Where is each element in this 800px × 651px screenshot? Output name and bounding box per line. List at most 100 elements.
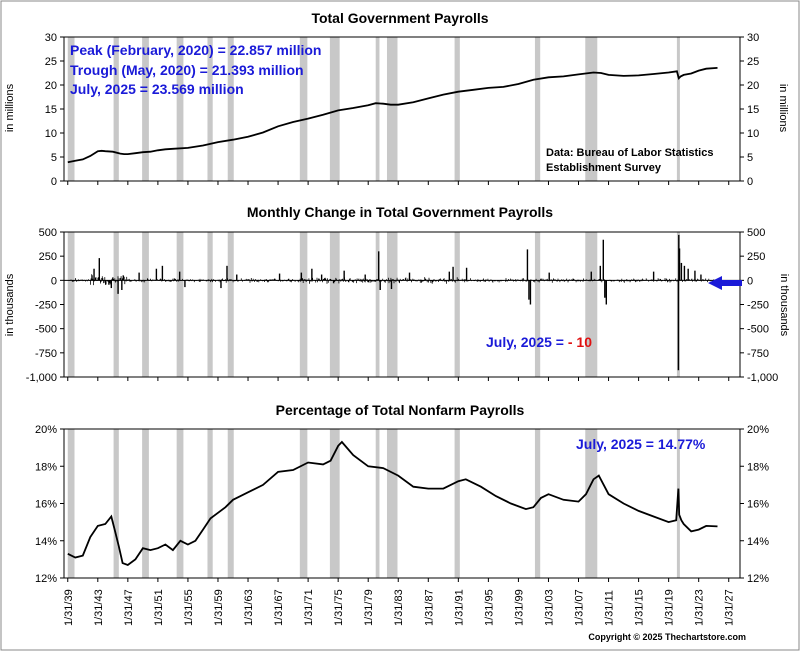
panel3-axis-ticks: 20% 20% 18% 18% 16% 16% 14% 14% 12% 12%	[35, 424, 769, 585]
recession-band	[207, 37, 213, 181]
x-tick-label: 1/31/87	[423, 589, 435, 626]
copyright-text: Copyright © 2025 Thechartstore.com	[588, 632, 746, 642]
panel2-latest-value: - 10	[568, 334, 592, 350]
recession-band	[67, 232, 75, 377]
panel3-title: Percentage of Total Nonfarm Payrolls	[276, 402, 525, 418]
panel2-ylabel-left: in thousands	[4, 273, 16, 336]
panel2-ylabel-right: in thousands	[778, 274, 790, 337]
y-tick-label-right: 12%	[747, 573, 769, 585]
y-tick-label-left: 0	[51, 176, 57, 188]
y-tick-label-right: 10	[747, 128, 759, 140]
x-tick-label: 1/31/23	[694, 589, 706, 626]
latest-annotation: July, 2025 = 23.569 million	[70, 81, 244, 97]
y-tick-label-right: 25	[747, 56, 759, 68]
recession-band	[676, 37, 680, 181]
y-tick-label-right: 0	[747, 176, 753, 188]
y-tick-label-left: 18%	[35, 461, 57, 473]
recession-band	[299, 232, 308, 377]
y-tick-label-left: 15	[45, 104, 57, 116]
y-tick-label-right: 250	[747, 251, 765, 263]
recession-band	[585, 232, 598, 377]
y-tick-label-left: -250	[35, 300, 57, 312]
recession-band	[176, 429, 184, 578]
recession-band	[386, 429, 398, 578]
source-line-1: Data: Bureau of Labor Statistics	[546, 147, 713, 159]
y-tick-label-left: 16%	[35, 499, 57, 511]
panel1-ylabel-right: in millions	[777, 84, 789, 133]
panel3-latest-annotation: July, 2025 = 14.77%	[576, 436, 706, 452]
y-tick-label-right: 500	[747, 227, 765, 239]
recession-band	[142, 37, 149, 181]
recession-band	[142, 429, 149, 578]
recession-band	[375, 429, 380, 578]
recession-band	[329, 37, 340, 181]
x-tick-label: 1/31/75	[333, 589, 345, 626]
recession-band	[113, 232, 119, 377]
x-tick-label: 1/31/15	[634, 589, 646, 626]
y-tick-label-right: 30	[747, 32, 759, 44]
recession-band	[227, 37, 234, 181]
recession-band	[299, 37, 308, 181]
x-tick-label: 1/31/63	[243, 589, 255, 626]
x-tick-label: 1/31/95	[483, 589, 495, 626]
recession-band	[585, 37, 598, 181]
recession-band	[534, 37, 541, 181]
x-tick-label: 1/31/19	[664, 589, 676, 626]
panel2-plot-frame	[63, 231, 741, 378]
x-tick-label: 1/31/43	[93, 589, 105, 626]
panel3-plot-frame	[63, 428, 741, 579]
panel-monthly-change: Monthly Change in Total Government Payro…	[4, 204, 790, 384]
y-tick-label-right: 16%	[747, 499, 769, 511]
recession-band	[142, 232, 149, 377]
panel1-recession-bands	[67, 37, 680, 181]
y-tick-label-left: 10	[45, 128, 57, 140]
recession-band	[375, 37, 380, 181]
recession-band	[299, 429, 308, 578]
recession-band	[113, 429, 119, 578]
recession-band	[113, 37, 119, 181]
y-tick-label-left: 14%	[35, 536, 57, 548]
panel1-series-line	[67, 67, 718, 164]
recession-band	[534, 232, 541, 377]
recession-band	[176, 232, 184, 377]
x-tick-label: 1/31/67	[273, 589, 285, 626]
y-tick-label-left: -1,000	[26, 372, 57, 384]
panel1-ylabel-left: in millions	[4, 83, 16, 132]
panel1-plot-frame	[63, 36, 741, 182]
recession-band	[227, 429, 234, 578]
y-tick-label-right: -750	[747, 348, 769, 360]
recession-band	[454, 429, 460, 578]
x-tick-label: 1/31/99	[513, 589, 525, 626]
recession-band	[67, 429, 75, 578]
x-tick-label: 1/31/11	[604, 590, 616, 626]
recession-band	[329, 429, 340, 578]
recession-band	[375, 232, 380, 377]
panel1-axis-ticks: 0 0 5 5 10 10 15 15 20 20 25 25 30 30	[45, 32, 760, 188]
y-tick-label-left: 20	[45, 80, 57, 92]
x-tick-label: 1/31/07	[574, 589, 586, 626]
recession-band	[329, 232, 340, 377]
panel2-axis-ticks: 500 500 250 250 0 0 -250 -250 -500 -500 -750 -750 -1…	[26, 227, 778, 384]
panel-percentage-nonfarm: Percentage of Total Nonfarm Payrolls 20%…	[35, 402, 769, 585]
panel2-monthly-noise	[68, 274, 718, 286]
y-tick-label-left: 0	[51, 275, 57, 287]
recession-band	[386, 37, 398, 181]
recession-band	[454, 232, 460, 377]
recession-band	[207, 232, 213, 377]
latest-arrow-icon	[708, 276, 742, 290]
x-tick-label: 1/31/71	[303, 589, 315, 626]
y-tick-label-right: -500	[747, 324, 769, 336]
source-line-2: Establishment Survey	[546, 162, 662, 174]
x-tick-label: 1/31/03	[543, 589, 555, 626]
x-tick-label: 1/31/27	[724, 589, 736, 626]
x-tick-label: 1/31/55	[183, 589, 195, 626]
y-tick-label-right: -1,000	[747, 372, 778, 384]
y-tick-label-right: 20%	[747, 424, 769, 436]
panel3-series-line	[67, 440, 718, 567]
y-tick-label-right: 18%	[747, 461, 769, 473]
recession-band	[176, 37, 184, 181]
panel2-latest-prefix: July, 2025 =	[486, 334, 568, 350]
recession-band	[585, 429, 598, 578]
y-tick-label-left: 250	[39, 251, 57, 263]
